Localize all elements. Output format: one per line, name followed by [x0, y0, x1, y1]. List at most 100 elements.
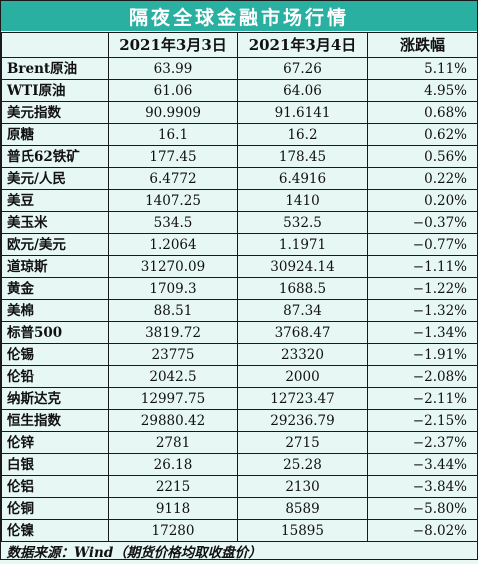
row-value-date1: 6.4772 — [109, 168, 238, 190]
row-value-date2: 3768.47 — [238, 322, 368, 344]
table-title: 隔夜全球金融市场行情 — [1, 1, 477, 31]
row-value-date1: 177.45 — [109, 146, 238, 168]
row-value-date1: 90.9909 — [109, 102, 238, 124]
header-change: 涨跌幅 — [368, 33, 478, 58]
row-change: −2.11% — [368, 388, 478, 410]
row-change: −1.34% — [368, 322, 478, 344]
header-date1: 2021年3月3日 — [109, 33, 238, 58]
row-value-date1: 88.51 — [109, 300, 238, 322]
row-change: −2.08% — [368, 366, 478, 388]
row-change: −2.37% — [368, 432, 478, 454]
row-name: 美豆 — [2, 190, 109, 212]
row-change: −1.32% — [368, 300, 478, 322]
row-change: −8.02% — [368, 520, 478, 542]
row-value-date2: 64.06 — [238, 80, 368, 102]
row-change: 0.68% — [368, 102, 478, 124]
row-value-date2: 532.5 — [238, 212, 368, 234]
row-change: −0.77% — [368, 234, 478, 256]
source-row: 数据来源：Wind（期货价格均取收盘价） — [2, 542, 478, 564]
row-name: 伦铝 — [2, 476, 109, 498]
row-name: 伦锡 — [2, 344, 109, 366]
row-name: WTI原油 — [2, 80, 109, 102]
row-value-date2: 12723.47 — [238, 388, 368, 410]
row-value-date2: 178.45 — [238, 146, 368, 168]
row-value-date2: 15895 — [238, 520, 368, 542]
source-note: 数据来源：Wind（期货价格均取收盘价） — [2, 542, 478, 564]
header-date2: 2021年3月4日 — [238, 33, 368, 58]
row-value-date1: 31270.09 — [109, 256, 238, 278]
row-value-date2: 23320 — [238, 344, 368, 366]
row-change: −2.15% — [368, 410, 478, 432]
row-name: Brent原油 — [2, 58, 109, 80]
row-value-date1: 17280 — [109, 520, 238, 542]
row-name: 美元/人民 — [2, 168, 109, 190]
row-name: 美元指数 — [2, 102, 109, 124]
row-change: −1.11% — [368, 256, 478, 278]
row-value-date2: 25.28 — [238, 454, 368, 476]
row-value-date1: 3819.72 — [109, 322, 238, 344]
row-name: 白银 — [2, 454, 109, 476]
row-value-date1: 1407.25 — [109, 190, 238, 212]
row-change: −5.80% — [368, 498, 478, 520]
row-value-date2: 29236.79 — [238, 410, 368, 432]
row-name: 黄金 — [2, 278, 109, 300]
header-name — [2, 33, 109, 58]
row-change: −1.22% — [368, 278, 478, 300]
row-value-date1: 2781 — [109, 432, 238, 454]
row-change: 0.20% — [368, 190, 478, 212]
row-name: 伦锌 — [2, 432, 109, 454]
row-name: 普氏62铁矿 — [2, 146, 109, 168]
row-value-date2: 8589 — [238, 498, 368, 520]
row-change: −1.91% — [368, 344, 478, 366]
row-value-date2: 1.1971 — [238, 234, 368, 256]
row-value-date2: 6.4916 — [238, 168, 368, 190]
row-name: 欧元/美元 — [2, 234, 109, 256]
row-name: 标普500 — [2, 322, 109, 344]
row-name: 道琼斯 — [2, 256, 109, 278]
row-name: 伦铅 — [2, 366, 109, 388]
row-value-date1: 29880.42 — [109, 410, 238, 432]
row-value-date1: 12997.75 — [109, 388, 238, 410]
row-value-date2: 67.26 — [238, 58, 368, 80]
row-name: 原糖 — [2, 124, 109, 146]
row-change: −3.84% — [368, 476, 478, 498]
row-change: 0.56% — [368, 146, 478, 168]
row-name: 伦铜 — [2, 498, 109, 520]
row-value-date2: 30924.14 — [238, 256, 368, 278]
row-value-date1: 1709.3 — [109, 278, 238, 300]
row-value-date1: 26.18 — [109, 454, 238, 476]
row-change: 5.11% — [368, 58, 478, 80]
row-change: 4.95% — [368, 80, 478, 102]
row-value-date1: 16.1 — [109, 124, 238, 146]
row-value-date2: 1410 — [238, 190, 368, 212]
row-name: 美棉 — [2, 300, 109, 322]
row-value-date1: 61.06 — [109, 80, 238, 102]
row-value-date1: 23775 — [109, 344, 238, 366]
row-change: 0.62% — [368, 124, 478, 146]
row-value-date2: 91.6141 — [238, 102, 368, 124]
row-name: 纳斯达克 — [2, 388, 109, 410]
row-value-date2: 2000 — [238, 366, 368, 388]
header-row: 2021年3月3日 2021年3月4日 涨跌幅 — [2, 33, 478, 58]
row-name: 伦镍 — [2, 520, 109, 542]
row-value-date2: 2130 — [238, 476, 368, 498]
row-value-date2: 16.2 — [238, 124, 368, 146]
row-value-date2: 1688.5 — [238, 278, 368, 300]
row-value-date2: 2715 — [238, 432, 368, 454]
